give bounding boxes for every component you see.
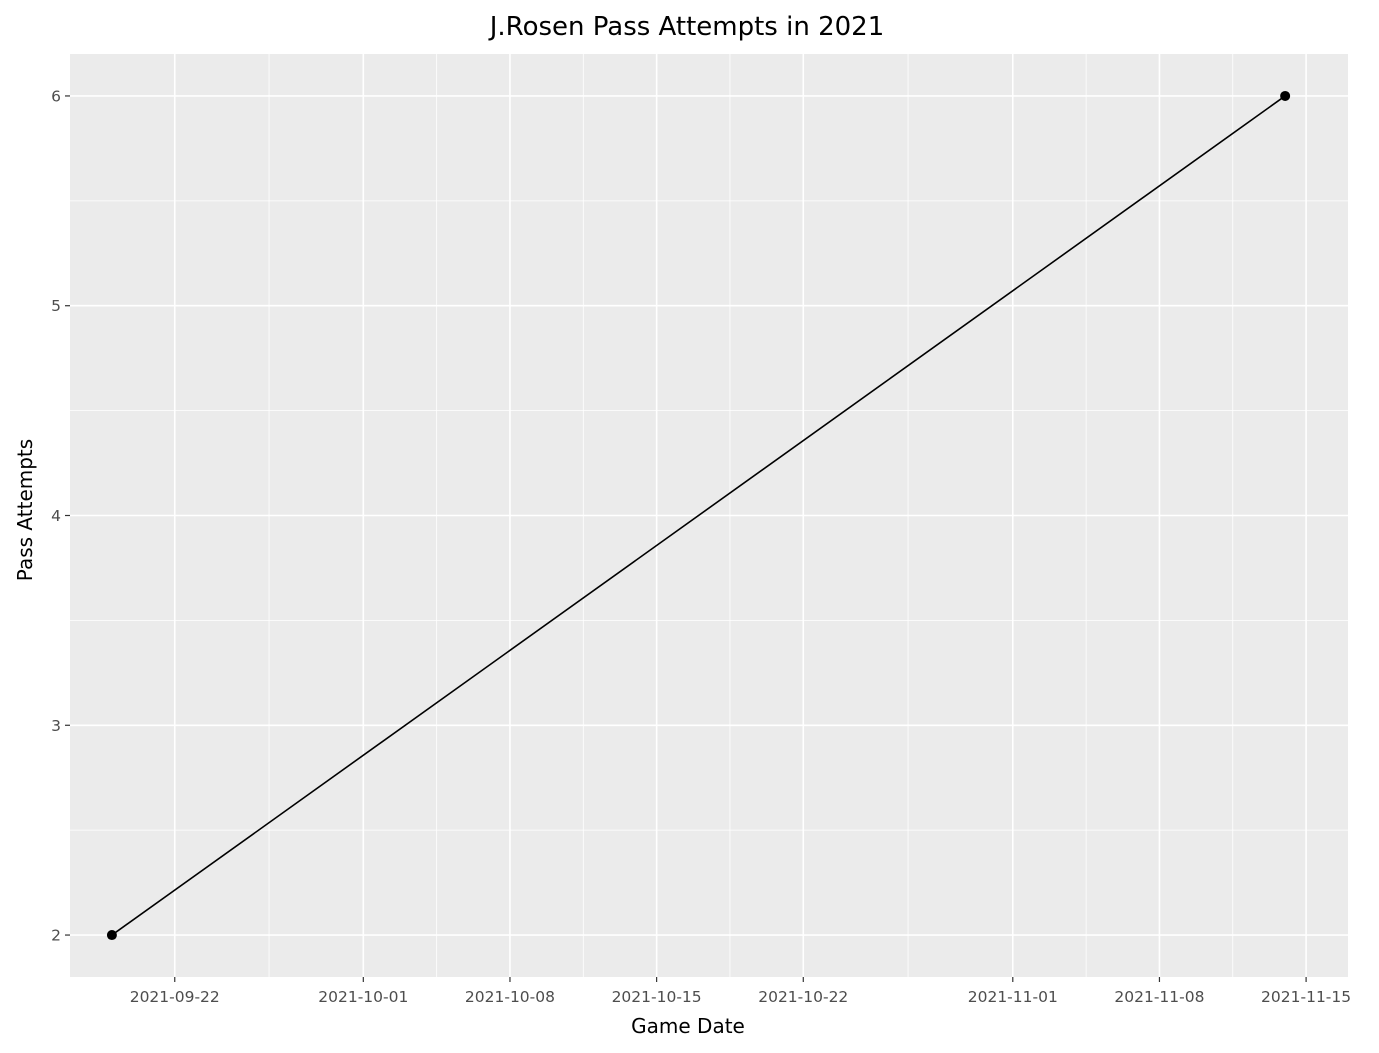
y-tick-label: 6	[51, 87, 61, 105]
x-tick-label: 2021-09-22	[130, 988, 220, 1006]
series-layer	[106, 90, 1291, 941]
x-axis-title: Game Date	[631, 1014, 745, 1038]
y-axis-title: Pass Attempts	[13, 439, 37, 581]
y-tick-label: 4	[51, 507, 61, 525]
x-tick-label: 2021-10-08	[465, 988, 555, 1006]
y-axis: 2 3 4 5 6	[51, 87, 70, 945]
y-tick-label: 3	[51, 717, 61, 735]
data-point	[1280, 90, 1291, 101]
x-tick-label: 2021-11-01	[968, 988, 1058, 1006]
series-line	[111, 95, 1286, 936]
x-tick-label: 2021-10-15	[612, 988, 702, 1006]
x-axis: 2021-09-22 2021-10-01 2021-10-08 2021-10-15…	[130, 977, 1351, 1006]
y-tick-label: 5	[51, 297, 61, 315]
chart-title: J.Rosen Pass Attempts in 2021	[488, 12, 885, 42]
x-tick-label: 2021-10-01	[318, 988, 408, 1006]
data-point	[106, 930, 117, 941]
major-gridlines	[70, 54, 1348, 977]
y-tick-label: 2	[51, 927, 61, 945]
x-tick-label: 2021-11-08	[1114, 988, 1204, 1006]
x-tick-label: 2021-10-22	[758, 988, 848, 1006]
x-tick-label: 2021-11-15	[1261, 988, 1351, 1006]
